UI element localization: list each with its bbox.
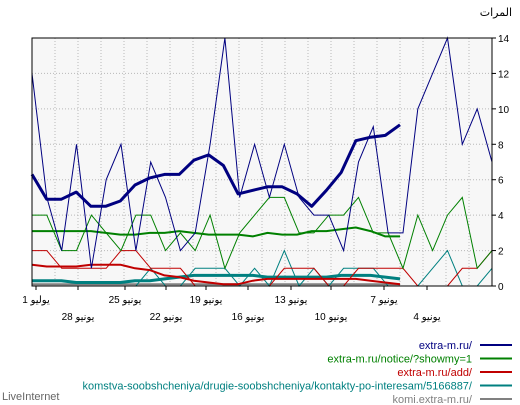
x-ticks: 1 يوليو 25 يونيو 19 يونيو 13 يونيو 7 يونيو 28… xyxy=(22,286,441,323)
series-average-0 xyxy=(30,123,401,208)
legend-label: komi.extra-m.ru/ xyxy=(393,394,473,405)
series-line-1 xyxy=(32,196,493,270)
y-tick-label: 4 xyxy=(498,211,504,222)
legend-label: komstva-soobshcheniya/drugie-soobshcheni… xyxy=(82,381,472,393)
y-tick-label: 0 xyxy=(498,282,504,293)
series-average-3 xyxy=(32,273,401,284)
y-tick-label: 14 xyxy=(498,34,510,45)
y-tick-label: 12 xyxy=(498,69,510,80)
x-tick-label: 16 يونيو xyxy=(232,312,265,323)
legend-label: extra-m.ru/add/ xyxy=(397,367,473,379)
x-tick-label: 13 يونيو xyxy=(275,295,308,306)
y-ticks: 0 2 4 6 8 10 12 14 xyxy=(492,34,510,293)
legend-label: extra-m.ru/notice/?showmy=1 xyxy=(327,354,472,366)
x-tick-label: 4 يونيو xyxy=(413,312,440,323)
series-average-2 xyxy=(31,263,401,286)
y-axis-label: المرات xyxy=(480,6,512,19)
y-tick-label: 2 xyxy=(498,247,504,258)
legend-label: extra-m.ru/ xyxy=(419,340,473,352)
y-tick-label: 8 xyxy=(498,140,504,151)
x-tick-label: 25 يونيو xyxy=(109,295,142,306)
series-average-1 xyxy=(32,226,400,238)
x-tick-label: 22 يونيو xyxy=(150,312,183,323)
series-line-0 xyxy=(31,36,493,269)
legend: extra-m.ru/extra-m.ru/notice/?showmy=1ex… xyxy=(82,340,512,405)
watermark: LiveInternet xyxy=(2,391,59,403)
x-tick-label: 1 يوليو xyxy=(22,295,50,306)
x-tick-label: 10 يونيو xyxy=(315,312,348,323)
plot-frame xyxy=(31,37,493,287)
x-tick-label: 28 يونيو xyxy=(62,312,95,323)
y-tick-label: 6 xyxy=(498,176,504,187)
y-tick-label: 10 xyxy=(498,105,510,116)
x-tick-label: 7 يونيو xyxy=(370,295,397,306)
x-tick-label: 19 يونيو xyxy=(190,295,223,306)
